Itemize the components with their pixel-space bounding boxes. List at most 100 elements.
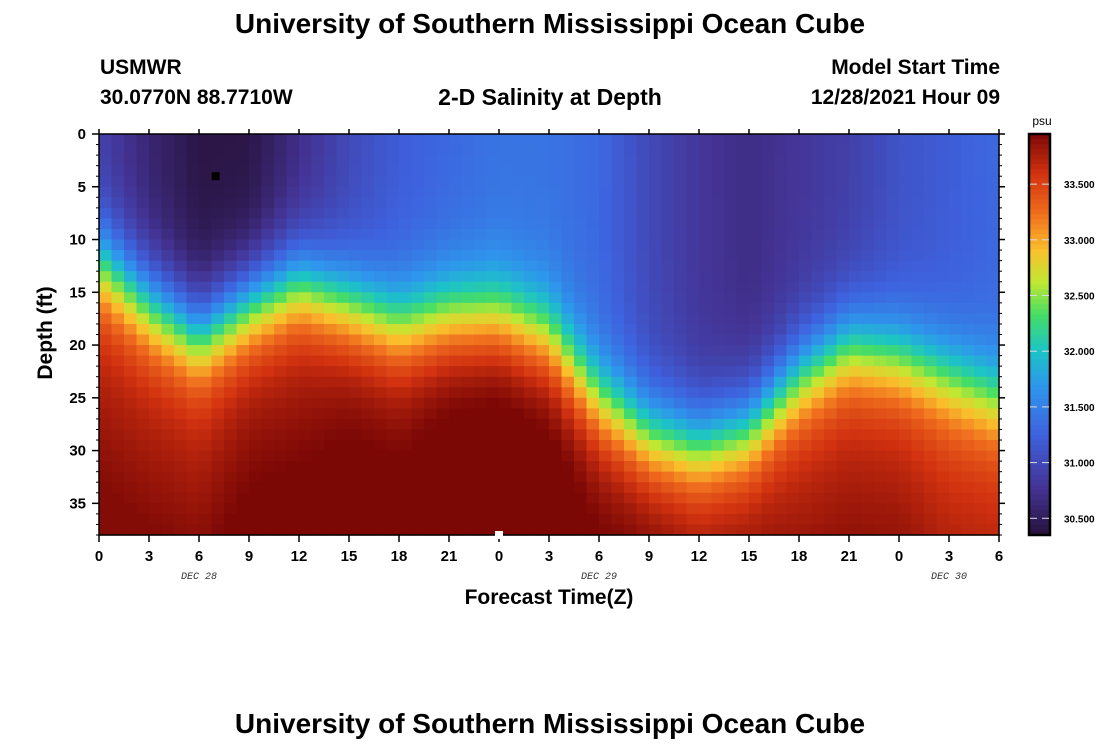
heatmap-cell	[811, 207, 825, 220]
heatmap-cell	[824, 366, 838, 378]
heatmap-cell	[336, 440, 350, 452]
heatmap-cell	[961, 461, 975, 473]
heatmap-cell	[874, 440, 888, 452]
heatmap-cell	[874, 355, 888, 367]
heatmap-cell	[986, 144, 1000, 156]
page-title: University of Southern Mississippi Ocean…	[234, 8, 866, 39]
heatmap-cell	[849, 461, 863, 473]
heatmap-cell	[799, 218, 813, 230]
heatmap-cell	[961, 408, 975, 420]
colorbar-segment	[1029, 254, 1050, 260]
heatmap-cell	[224, 366, 238, 378]
heatmap-cell	[236, 271, 250, 283]
heatmap-cell	[349, 355, 363, 367]
colorbar-segment	[1029, 189, 1050, 195]
heatmap-cell	[361, 281, 375, 293]
heatmap-cell	[724, 450, 738, 462]
heatmap-cell	[799, 376, 813, 388]
heatmap-cell	[199, 471, 213, 483]
colorbar-segment	[1029, 269, 1050, 275]
heatmap-cell	[799, 144, 813, 156]
heatmap-cell	[624, 450, 638, 462]
heatmap-cell	[274, 345, 288, 357]
heatmap-cell	[411, 134, 425, 146]
heatmap-cell	[361, 250, 375, 262]
date-label: DEC 30	[931, 572, 967, 583]
heatmap-cell	[199, 239, 213, 251]
heatmap-cell	[974, 155, 988, 167]
heatmap-cell	[986, 260, 1000, 272]
heatmap-cell	[199, 513, 213, 526]
heatmap-cell	[949, 302, 963, 314]
heatmap-cell	[511, 408, 525, 420]
heatmap-cell	[399, 260, 413, 272]
heatmap-cell	[261, 176, 275, 188]
heatmap-cell	[574, 450, 588, 462]
heatmap-cell	[124, 355, 138, 367]
heatmap-cell	[286, 440, 300, 452]
heatmap-cell	[224, 292, 238, 304]
heatmap-cell	[249, 345, 263, 357]
heatmap-cell	[386, 450, 400, 462]
heatmap-cell	[699, 376, 713, 388]
heatmap-cell	[461, 408, 475, 420]
heatmap-cell	[361, 355, 375, 367]
heatmap-cell	[286, 429, 300, 441]
heatmap-cell	[399, 461, 413, 473]
heatmap-cell	[599, 218, 613, 230]
heatmap-cell	[211, 250, 225, 262]
heatmap-cell	[436, 418, 450, 431]
heatmap-cell	[374, 271, 388, 283]
heatmap-cell	[549, 492, 563, 504]
heatmap-cell	[286, 155, 300, 167]
heatmap-cell	[124, 281, 138, 293]
colorbar-segment	[1029, 219, 1050, 225]
heatmap-cell	[549, 397, 563, 409]
colorbar-segment	[1029, 209, 1050, 215]
heatmap-cell	[949, 440, 963, 452]
heatmap-cell	[349, 482, 363, 494]
heatmap-cell	[911, 207, 925, 220]
heatmap-cell	[899, 471, 913, 483]
heatmap-cell	[474, 492, 488, 504]
heatmap-cell	[299, 271, 313, 283]
heatmap-cell	[149, 281, 163, 293]
heatmap-cell	[449, 186, 463, 198]
heatmap-cell	[824, 218, 838, 230]
heatmap-cell	[649, 461, 663, 473]
heatmap-cell	[949, 450, 963, 462]
heatmap-cell	[624, 408, 638, 420]
heatmap-cell	[411, 260, 425, 272]
heatmap-cell	[586, 144, 600, 156]
colorbar-segment	[1029, 239, 1050, 245]
heatmap-cell	[274, 450, 288, 462]
heatmap-cell	[699, 334, 713, 346]
heatmap-cell	[311, 228, 325, 241]
heatmap-cell	[824, 440, 838, 452]
heatmap-cell	[486, 440, 500, 452]
heatmap-cell	[99, 313, 113, 325]
heatmap-cell	[299, 260, 313, 272]
x-tick-label: 12	[291, 548, 308, 565]
heatmap-cell	[924, 397, 938, 409]
heatmap-cell	[361, 366, 375, 378]
heatmap-cell	[611, 513, 625, 526]
colorbar-segment	[1029, 159, 1050, 165]
heatmap-cell	[174, 292, 188, 304]
heatmap-cell	[811, 492, 825, 504]
heatmap-cell	[561, 387, 575, 399]
heatmap-cell	[686, 228, 700, 241]
heatmap-cell	[611, 323, 625, 336]
heatmap-cell	[711, 503, 725, 515]
heatmap-cell	[249, 355, 263, 367]
heatmap-cell	[249, 292, 263, 304]
heatmap-cell	[549, 302, 563, 314]
heatmap-cell	[774, 134, 788, 146]
heatmap-cell	[861, 366, 875, 378]
heatmap-cell	[674, 355, 688, 367]
heatmap-cell	[549, 471, 563, 483]
heatmap-cell	[386, 408, 400, 420]
heatmap-cell	[574, 440, 588, 452]
heatmap-cell	[186, 271, 200, 283]
heatmap-cell	[486, 366, 500, 378]
